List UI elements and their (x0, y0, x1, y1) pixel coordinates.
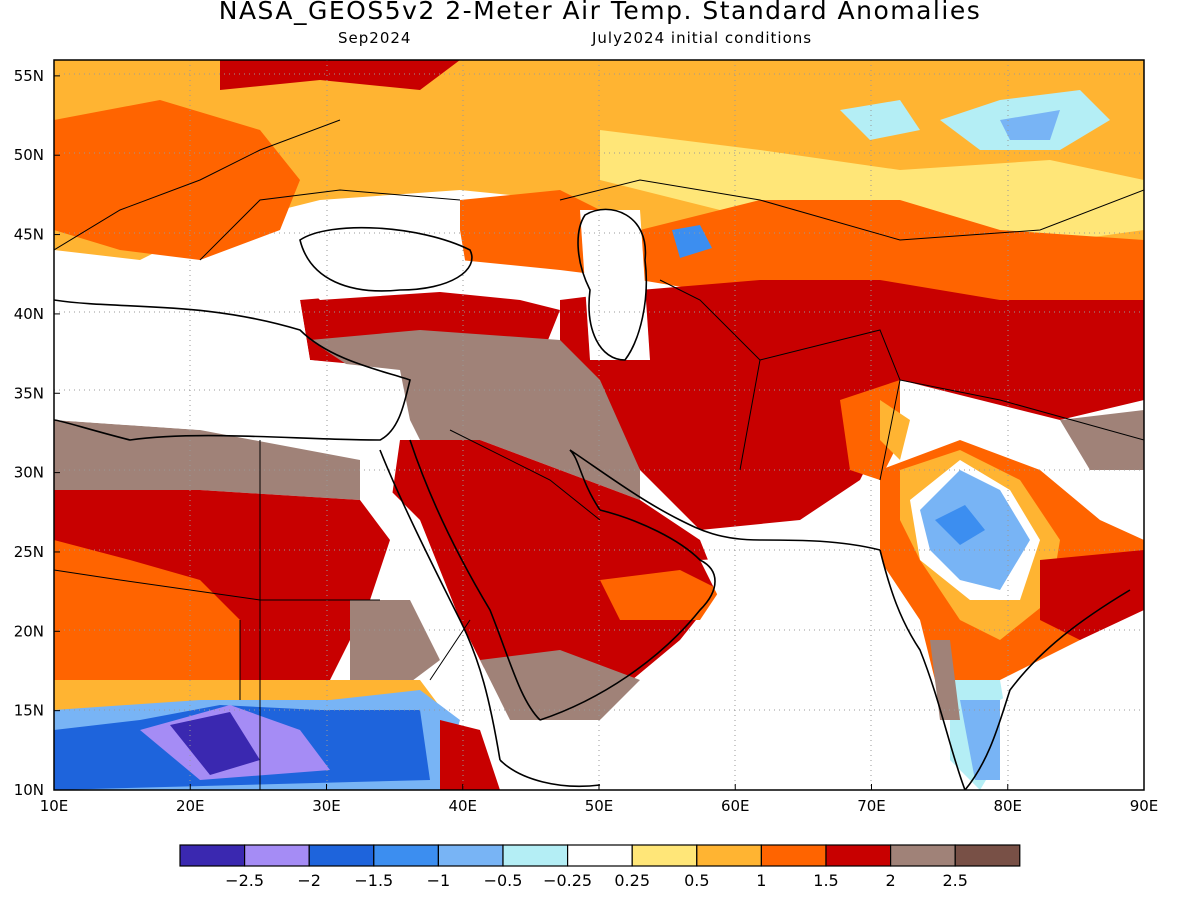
arabia-coast (539, 449, 716, 721)
colorbar-label: −0.25 (543, 871, 592, 890)
persian-gulf-coast (569, 449, 881, 551)
sea-mask (1000, 620, 1144, 790)
colorbar-label: 2 (886, 871, 896, 890)
colorbar-label: 1.5 (813, 871, 838, 890)
lon-tick-label: 70E (857, 797, 886, 815)
map-title: NASA_GEOS5v2 2-Meter Air Temp. Standard … (218, 0, 982, 25)
sea-mask (54, 300, 410, 430)
colorbar-swatch (244, 844, 310, 867)
anomaly-region (935, 505, 985, 545)
lat-tick-label: 10N (14, 781, 44, 799)
lat-tick-label: 30N (14, 464, 44, 482)
colorbar-label: 1 (756, 871, 766, 890)
lat-tick-label: 50N (14, 146, 44, 164)
anomaly-region (840, 100, 920, 140)
anomaly-region (390, 440, 720, 700)
forecast-month: Sep2024 (338, 29, 412, 47)
sea-mask (380, 480, 500, 720)
anomaly-region (1000, 110, 1060, 140)
sea-mask (580, 210, 650, 360)
colorbar-swatch (502, 844, 569, 867)
anomaly-region (170, 712, 260, 775)
anomaly-region (1040, 550, 1144, 640)
colorbar-label: 2.5 (942, 871, 967, 890)
colorbar-label: −2 (297, 871, 321, 890)
red-sea-coast (379, 449, 501, 761)
latitude-axis: 10N 15N 20N 25N 30N 35N 40N 45N 50N 55N (14, 67, 60, 799)
country-borders (54, 119, 1144, 790)
anomaly-region (220, 60, 460, 90)
colorbar-label: −0.5 (484, 871, 523, 890)
colorbar-swatch (760, 844, 827, 867)
colorbar-swatch (631, 844, 698, 867)
mediterranean-coast (54, 299, 411, 441)
anomaly-region (1060, 410, 1144, 470)
lon-tick-label: 30E (312, 797, 341, 815)
lon-tick-label: 10E (40, 797, 69, 815)
colorbar: −2.5 −2 −1.5 −1 −0.5 −0.25 0.25 0.5 1 1.5 2 2.5 (179, 844, 1021, 890)
anomaly-region (350, 600, 440, 690)
colorbar-label: 0.5 (684, 871, 709, 890)
lon-tick-label: 40E (448, 797, 477, 815)
anomaly-region (54, 100, 300, 260)
colorbar-swatch (954, 844, 1021, 867)
india-east-coast (964, 589, 1131, 790)
caspian-coast (577, 208, 648, 361)
lon-tick-label: 80E (993, 797, 1022, 815)
anomaly-region (54, 540, 240, 700)
lon-tick-label: 20E (176, 797, 205, 815)
colorbar-swatch (825, 844, 892, 867)
longitude-axis: 10E 20E 30E 40E 50E 60E 70E 80E 90E (40, 784, 1159, 815)
anomaly-region (960, 700, 1000, 780)
lon-tick-label: 90E (1130, 797, 1159, 815)
anomaly-region (480, 650, 640, 720)
lat-tick-label: 40N (14, 305, 44, 323)
lat-tick-label: 15N (14, 702, 44, 720)
sea-mask (300, 230, 470, 300)
colorbar-label: −1 (427, 871, 451, 890)
lat-tick-label: 55N (14, 67, 44, 85)
initial-conditions: July2024 initial conditions (592, 29, 813, 47)
colorbar-swatch (437, 844, 504, 867)
red-sea-coast-east (409, 439, 541, 721)
black-sea-coast (299, 226, 473, 292)
lat-tick-label: 20N (14, 622, 44, 640)
lon-tick-label: 60E (721, 797, 750, 815)
anomaly-field (54, 60, 1144, 790)
lat-tick-label: 35N (14, 384, 44, 402)
anomaly-region (440, 720, 500, 790)
lat-tick-label: 25N (14, 543, 44, 561)
colorbar-swatch (566, 844, 633, 867)
colorbar-swatch (179, 844, 246, 867)
sea-mask (560, 550, 930, 790)
colorbar-swatch (308, 844, 375, 867)
anomaly-region (600, 570, 720, 620)
lat-tick-label: 45N (14, 226, 44, 244)
anomaly-region (672, 225, 712, 258)
lon-tick-label: 50E (585, 797, 614, 815)
colorbar-label: −2.5 (225, 871, 264, 890)
colorbar-label: 0.25 (614, 871, 650, 890)
colorbar-swatch (889, 844, 956, 867)
india-coast (879, 549, 966, 790)
coastlines (54, 208, 1131, 790)
colorbar-swatch (696, 844, 762, 867)
colorbar-label: −1.5 (354, 871, 393, 890)
colorbar-swatch (373, 844, 439, 867)
africa-horn-coast (499, 759, 601, 788)
